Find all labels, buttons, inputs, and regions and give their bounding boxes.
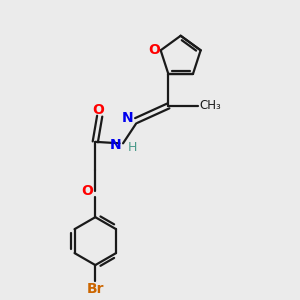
Text: N: N bbox=[110, 138, 122, 152]
Text: N: N bbox=[122, 111, 134, 125]
Text: CH₃: CH₃ bbox=[199, 99, 221, 112]
Text: O: O bbox=[92, 103, 104, 117]
Text: O: O bbox=[148, 43, 160, 57]
Text: O: O bbox=[81, 184, 93, 199]
Text: Br: Br bbox=[87, 282, 104, 296]
Text: H: H bbox=[128, 141, 137, 154]
